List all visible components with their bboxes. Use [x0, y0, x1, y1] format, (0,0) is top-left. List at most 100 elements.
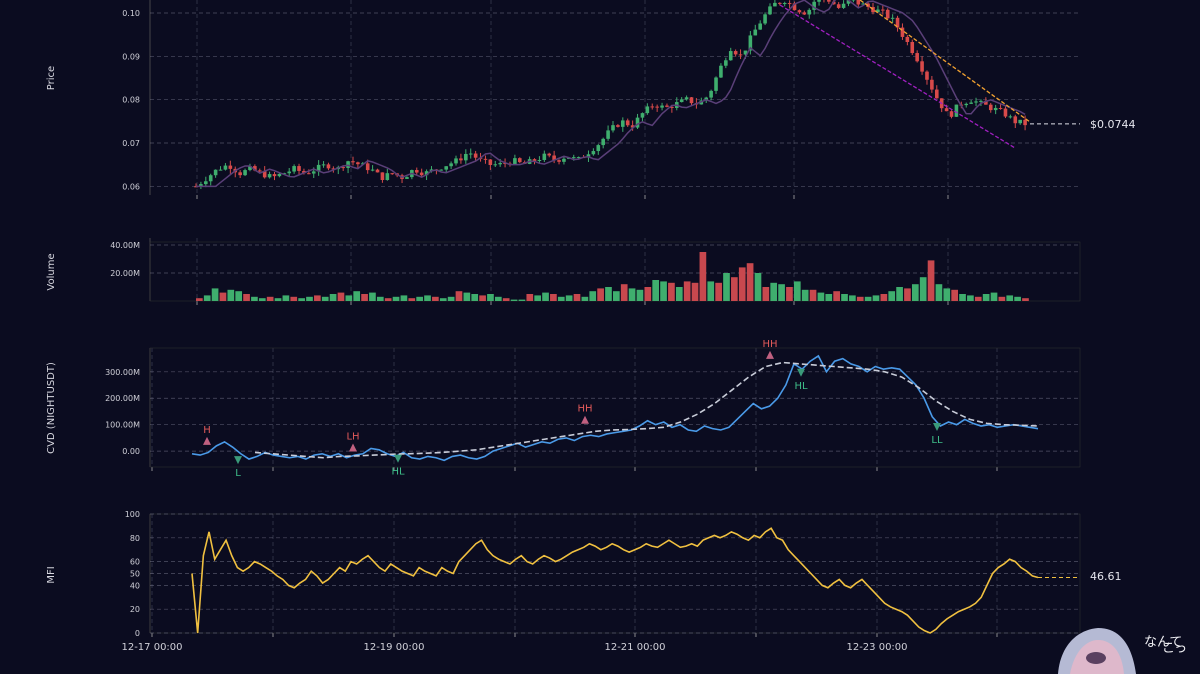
price-candle-body [733, 51, 738, 55]
volume-bar [715, 282, 722, 301]
price-candle-body [1003, 108, 1008, 117]
volume-bar [573, 294, 581, 301]
price-candle-body [204, 181, 208, 185]
price-candle-body [370, 169, 375, 171]
price-candle-body [753, 29, 758, 36]
volume-bar [817, 292, 825, 301]
price-candle-body [439, 169, 444, 171]
volume-bar [306, 296, 313, 301]
price-candle-body [385, 173, 390, 181]
price-candle-body [1018, 119, 1022, 124]
cvd-tick-label: 300.00M [105, 368, 140, 377]
mfi-last-label: 46.61 [1090, 570, 1122, 583]
price-candle-body [356, 162, 360, 165]
volume-bar [1022, 298, 1029, 301]
price-last-label: $0.0744 [1090, 118, 1136, 131]
volume-bar [872, 295, 880, 301]
volume-bar [455, 291, 463, 301]
cvd-pivot-marker [394, 454, 402, 463]
volume-bar [1006, 295, 1014, 301]
price-candle-body [552, 155, 556, 161]
price-candle-body [714, 77, 718, 91]
price-candle-body [321, 164, 326, 166]
price-candle-body [621, 120, 625, 127]
cvd-pivot-label: HH [577, 404, 592, 415]
price-candle-body [223, 165, 228, 170]
price-candle-body [454, 158, 458, 164]
price-candle-body [611, 125, 615, 131]
price-candle-body [292, 166, 296, 172]
price-candle-body [910, 42, 915, 54]
volume-bar [369, 292, 376, 301]
price-candle-body [1023, 119, 1027, 126]
volume-bar [849, 295, 856, 301]
volume-bar [793, 281, 801, 301]
price-candle-body [625, 120, 630, 126]
price-candle-body [473, 153, 478, 158]
price-candle-body [253, 166, 257, 171]
cvd-tick-label: 0.00 [122, 447, 140, 456]
price-candle-body [267, 174, 272, 178]
mfi-tick-label: 80 [130, 534, 140, 543]
price-tick-label: 0.08 [122, 96, 140, 105]
price-ylabel: Price [46, 66, 57, 90]
mfi-tick-label: 50 [130, 570, 140, 579]
volume-bar [825, 294, 833, 301]
volume-bar [935, 284, 943, 301]
price-candle-body [778, 2, 782, 4]
price-candle-body [944, 108, 949, 112]
price-candle-body [616, 125, 620, 127]
volume-bar [998, 296, 1006, 301]
volume-bar [778, 284, 785, 301]
volume-bar [605, 287, 612, 301]
price-candle-body [905, 36, 910, 43]
price-candle-body [498, 163, 502, 165]
volume-bar [337, 292, 345, 301]
price-tick-label: 0.07 [122, 139, 140, 148]
price-candle-body [1008, 116, 1013, 118]
price-candle-body [419, 172, 424, 176]
volume-bar [211, 288, 219, 301]
price-candle-body [331, 168, 336, 170]
price-candle-body [537, 159, 542, 161]
volume-bar [432, 296, 439, 301]
volume-bar [447, 296, 455, 301]
price-candle-body [743, 50, 748, 55]
price-candle-body [812, 1, 816, 10]
price-candle-body [689, 97, 694, 104]
cvd-frame [149, 347, 1081, 468]
price-candle-body [836, 4, 841, 8]
price-candle-body [277, 173, 282, 177]
price-candle-body [802, 12, 807, 15]
volume-bar [967, 295, 974, 301]
price-candle-body [665, 105, 669, 107]
price-candle-body [930, 79, 934, 90]
price-candle-body [763, 14, 767, 24]
price-tick-label: 0.06 [122, 182, 140, 191]
price-trendline-purple [779, 4, 1016, 149]
cvd-pivot-marker [581, 415, 589, 424]
mfi-ylabel: MFI [46, 566, 57, 583]
price-candle-body [257, 170, 262, 172]
volume-bar [314, 295, 321, 301]
volume-bar [660, 281, 667, 301]
price-candle-body [307, 173, 311, 175]
price-candle-body [748, 35, 753, 51]
price-candle-body [208, 175, 213, 182]
price-candle-body [586, 154, 591, 158]
volume-bar [321, 296, 329, 301]
volume-bar [707, 281, 715, 301]
price-candle-body [895, 17, 900, 28]
volume-bar [754, 273, 762, 301]
price-candle-body [635, 117, 640, 128]
volume-bar [542, 292, 549, 301]
price-candle-body [238, 172, 242, 176]
volume-bar [699, 252, 707, 301]
volume-bar [251, 296, 258, 301]
cvd-pivot-label: H [203, 425, 211, 436]
price-candle-body [660, 105, 664, 108]
price-candle-body [984, 100, 988, 105]
price-candle-body [562, 158, 566, 162]
volume-bar [203, 295, 211, 301]
volume-ylabel: Volume [46, 253, 57, 290]
